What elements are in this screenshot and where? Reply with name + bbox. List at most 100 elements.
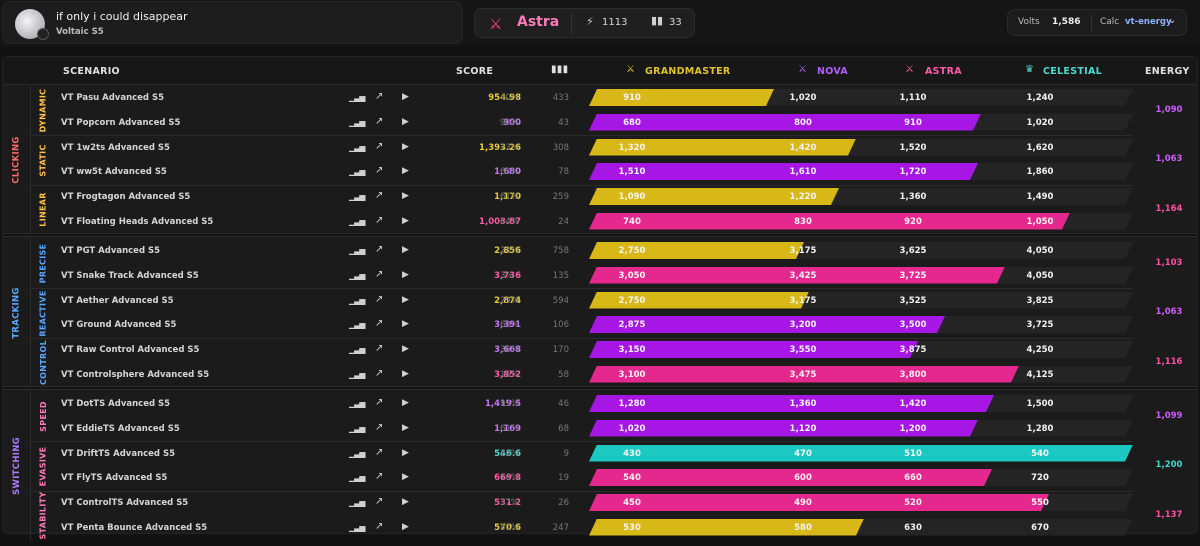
scenario-name[interactable]: VT Penta Bounce Advanced S5 — [61, 522, 208, 533]
leaderboard-icon[interactable]: ▁▃▅ — [349, 498, 366, 507]
calc-settings[interactable]: Volts 1,586 Calc vt-energy ⌄ — [1007, 9, 1187, 36]
table-row[interactable]: VT Aether Advanced S5 ▁▃▅ ↗ ▶ 2,874 29% 594 2,7… — [3, 289, 1197, 313]
header-score[interactable]: SCORE — [456, 66, 494, 77]
trend-icon[interactable]: ↗ — [375, 268, 384, 280]
trend-icon[interactable]: ↗ — [375, 496, 384, 507]
trend-icon[interactable]: ↗ — [375, 318, 384, 329]
leaderboard-icon[interactable]: ▁▃▅ — [349, 142, 366, 152]
table-row[interactable]: VT ww5t Advanced S5 ▁▃▅ ↗ ▶ 1,680 63% 78 1,510 1… — [3, 160, 1197, 184]
chevron-down-icon[interactable]: ⌄ — [1168, 15, 1177, 26]
trend-icon[interactable]: ↗ — [375, 244, 384, 255]
table-row[interactable]: VT Floating Heads Advanced S5 ▁▃▅ ↗ ▶ 1,003.… — [3, 210, 1197, 234]
play-icon[interactable]: ▶ — [402, 368, 409, 379]
play-icon[interactable]: ▶ — [402, 269, 409, 280]
play-icon[interactable]: ▶ — [402, 116, 409, 127]
scenario-name[interactable]: VT ww5t Advanced S5 — [61, 167, 167, 177]
play-icon[interactable]: ▶ — [402, 141, 409, 152]
play-icon[interactable]: ▶ — [402, 319, 409, 329]
leaderboard-icon[interactable]: ▁▃▅ — [349, 448, 366, 458]
table-row[interactable]: VT 1w2ts Advanced S5 ▁▃▅ ↗ ▶ 1,393.26 73% 308 1… — [3, 136, 1197, 160]
trend-icon[interactable]: ↗ — [375, 446, 384, 458]
calc-select[interactable]: vt-energy — [1125, 17, 1172, 27]
scenario-name[interactable]: VT Controlsphere Advanced S5 — [61, 369, 210, 380]
play-icon[interactable]: ▶ — [402, 472, 409, 482]
play-icon[interactable]: ▶ — [402, 398, 409, 408]
play-icon[interactable]: ▶ — [402, 497, 409, 507]
table-row[interactable]: VT Penta Bounce Advanced S5 ▁▃▅ ↗ ▶ 570.6 81%… — [3, 516, 1197, 540]
trend-icon[interactable]: ↗ — [375, 165, 384, 176]
table-row[interactable]: VT Controlsphere Advanced S5 ▁▃▅ ↗ ▶ 3,852 16… — [3, 363, 1197, 387]
table-row[interactable]: VT Popcorn Advanced S5 ▁▃▅ ↗ ▶ 900 90% 43 680 80… — [3, 111, 1197, 135]
table-row[interactable]: VT DriftTS Advanced S5 ▁▃▅ ↗ ▶ 546.6 22% 9 430 4… — [3, 442, 1197, 466]
plays-icon[interactable]: ▮▮▮ — [551, 64, 569, 75]
table-row[interactable]: VT PGT Advanced S5 ▁▃▅ ↗ ▶ 2,856 24% 758 2,750 3… — [3, 239, 1197, 263]
leaderboard-icon[interactable]: ▁▃▅ — [349, 167, 366, 176]
trend-icon[interactable]: ↗ — [375, 367, 384, 379]
leaderboard-icon[interactable]: ▁▃▅ — [349, 473, 366, 482]
leaderboard-icon[interactable]: ▁▃▅ — [349, 369, 366, 379]
scenario-name[interactable]: VT Aether Advanced S5 — [61, 295, 174, 306]
category-name: TRACKING — [12, 287, 22, 339]
scenario-name[interactable]: VT Popcorn Advanced S5 — [61, 117, 181, 128]
trend-icon[interactable]: ↗ — [375, 520, 384, 532]
leaderboard-icon[interactable]: ▁▃▅ — [349, 399, 366, 408]
scenario-name[interactable]: VT DriftTS Advanced S5 — [61, 448, 176, 459]
leaderboard-icon[interactable]: ▁▃▅ — [349, 295, 366, 305]
leaderboard-icon[interactable]: ▁▃▅ — [349, 522, 366, 532]
scenario-name[interactable]: VT 1w2ts Advanced S5 — [61, 142, 170, 153]
trend-icon[interactable]: ↗ — [375, 190, 384, 201]
scenario-name[interactable]: VT EddieTS Advanced S5 — [61, 423, 180, 434]
table-row[interactable]: VT Pasu Advanced S5 ▁▃▅ ↗ ▶ 954.98 40% 433 910 1… — [3, 86, 1197, 110]
play-icon[interactable]: ▶ — [402, 521, 409, 532]
table-row[interactable]: VT DotTS Advanced S5 ▁▃▅ ↗ ▶ 1,419.5 99% 46 1,2… — [3, 392, 1197, 416]
trend-icon[interactable]: ↗ — [375, 343, 384, 354]
play-icon[interactable]: ▶ — [402, 422, 409, 433]
energy-value: 1,063 — [1155, 154, 1183, 164]
scenario-name[interactable]: VT DotTS Advanced S5 — [61, 399, 171, 409]
leaderboard-icon[interactable]: ▁▃▅ — [349, 423, 366, 433]
scenario-name[interactable]: VT Ground Advanced S5 — [61, 320, 177, 330]
scenario-name[interactable]: VT ControlTS Advanced S5 — [61, 498, 189, 508]
leaderboard-icon[interactable]: ▁▃▅ — [349, 93, 366, 102]
scenario-name[interactable]: VT FlyTS Advanced S5 — [61, 473, 168, 483]
play-icon[interactable]: ▶ — [402, 166, 409, 176]
scenario-name[interactable]: VT Snake Track Advanced S5 — [61, 270, 199, 281]
play-icon[interactable]: ▶ — [402, 294, 409, 305]
leaderboard-icon[interactable]: ▁▃▅ — [349, 216, 366, 226]
play-icon[interactable]: ▶ — [402, 215, 409, 226]
scenario-name[interactable]: VT PGT Advanced S5 — [61, 246, 161, 256]
table-row[interactable]: VT Ground Advanced S5 ▁▃▅ ↗ ▶ 3,391 63% 106 2,8… — [3, 313, 1197, 337]
scenario-name[interactable]: VT Floating Heads Advanced S5 — [61, 216, 214, 227]
trend-icon[interactable]: ↗ — [375, 91, 384, 102]
table-row[interactable]: VT EddieTS Advanced S5 ▁▃▅ ↗ ▶ 1,169 61% 68 1,0… — [3, 417, 1197, 441]
score-value: 1,393.26 — [479, 142, 521, 153]
leaderboard-icon[interactable]: ▁▃▅ — [349, 246, 366, 255]
trend-icon[interactable]: ↗ — [375, 214, 384, 226]
scenario-name[interactable]: VT Raw Control Advanced S5 — [61, 345, 200, 355]
table-row[interactable]: VT FlyTS Advanced S5 ▁▃▅ ↗ ▶ 669.8 16% 19 540 60… — [3, 466, 1197, 490]
leaderboard-icon[interactable]: ▁▃▅ — [349, 270, 366, 280]
play-icon[interactable]: ▶ — [402, 92, 409, 102]
play-icon[interactable]: ▶ — [402, 245, 409, 255]
scenario-name[interactable]: VT Frogtagon Advanced S5 — [61, 192, 191, 202]
table-row[interactable]: VT ControlTS Advanced S5 ▁▃▅ ↗ ▶ 531.2 37% 26 4… — [3, 491, 1197, 515]
leaderboard-icon[interactable]: ▁▃▅ — [349, 192, 366, 201]
table-row[interactable]: VT Raw Control Advanced S5 ▁▃▅ ↗ ▶ 3,668 36% 1… — [3, 338, 1197, 362]
trend-icon[interactable]: ↗ — [375, 115, 384, 127]
leaderboard-icon[interactable]: ▁▃▅ — [349, 320, 366, 329]
leaderboard-icon[interactable]: ▁▃▅ — [349, 345, 366, 354]
leaderboard-icon[interactable]: ▁▃▅ — [349, 117, 366, 127]
trend-icon[interactable]: ↗ — [375, 397, 384, 408]
play-icon[interactable]: ▶ — [402, 447, 409, 458]
trend-icon[interactable]: ↗ — [375, 140, 384, 152]
profile-card[interactable]: if only i could disappear Voltaic S5 — [2, 1, 463, 44]
trend-icon[interactable]: ↗ — [375, 471, 384, 482]
table-row[interactable]: VT Frogtagon Advanced S5 ▁▃▅ ↗ ▶ 1,170 61% 259… — [3, 185, 1197, 209]
trend-icon[interactable]: ↗ — [375, 421, 384, 433]
play-icon[interactable]: ▶ — [402, 344, 409, 354]
scenario-name[interactable]: VT Pasu Advanced S5 — [61, 93, 165, 103]
play-icon[interactable]: ▶ — [402, 191, 409, 201]
trend-icon[interactable]: ↗ — [375, 293, 384, 305]
progress-bar — [589, 292, 809, 309]
table-row[interactable]: VT Snake Track Advanced S5 ▁▃▅ ↗ ▶ 3,736 3% 13… — [3, 264, 1197, 288]
